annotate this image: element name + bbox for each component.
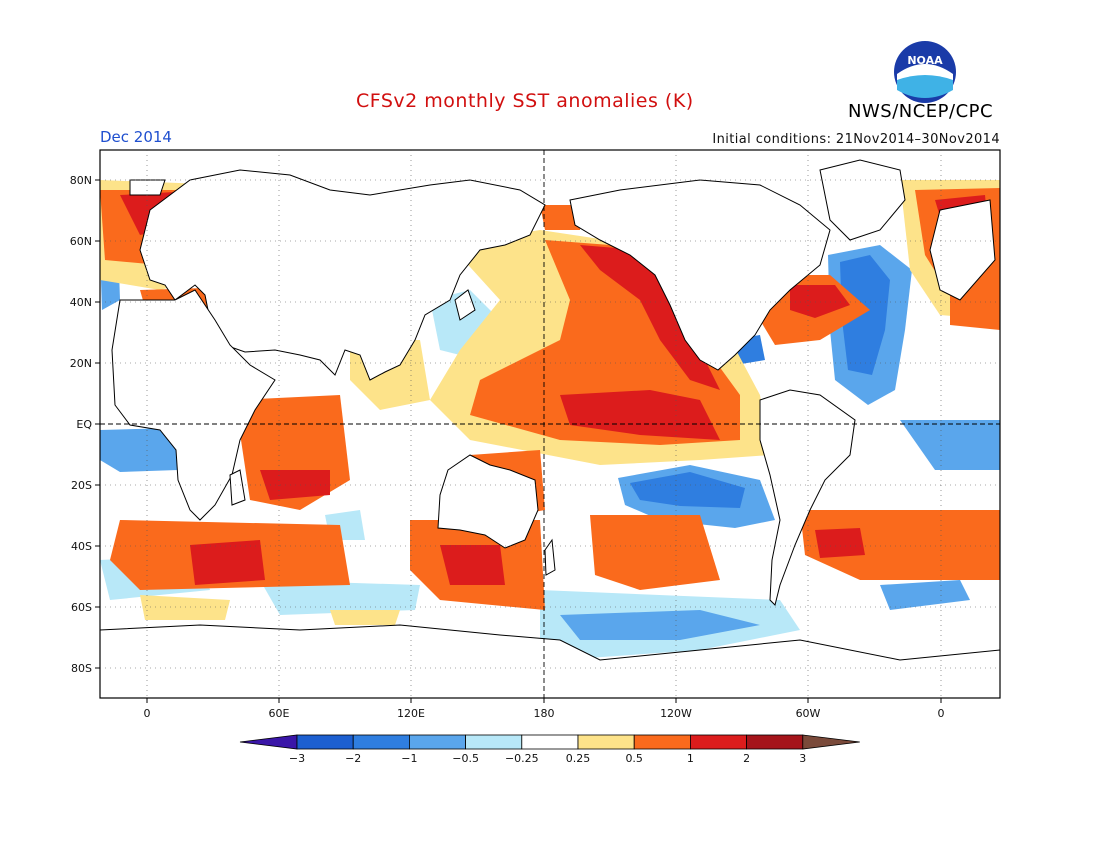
forecast-month: Dec 2014 [100, 128, 172, 146]
lon-label: 120E [397, 707, 425, 720]
lat-label: EQ [76, 418, 92, 431]
lat-label: 40S [71, 540, 92, 553]
lon-labels: 0 60E 120E 180 120W 60W 0 [144, 707, 945, 720]
colorbar-swatch [633, 734, 691, 750]
lon-label: 180 [534, 707, 555, 720]
colorbar: −3 −2 −1 −0.5 −0.25 0.25 0.5 1 2 3 [239, 734, 860, 765]
lat-label: 60N [70, 235, 92, 248]
lat-label: 20N [70, 357, 92, 370]
map-title: CFSv2 monthly SST anomalies (K) [356, 90, 694, 112]
lat-grid [100, 179, 1000, 669]
lat-labels: 80N 60N 40N 20N EQ 20S 40S 60S 80S [70, 174, 93, 675]
colorbar-swatch [577, 734, 635, 750]
colorbar-under-triangle [239, 734, 298, 750]
colorbar-level-label: −0.25 [505, 752, 539, 765]
colorbar-swatch [296, 734, 354, 750]
colorbar-level-label: −1 [401, 752, 417, 765]
tick-marks [95, 179, 942, 703]
lat-label: 40N [70, 296, 92, 309]
colorbar-level-label: 3 [799, 752, 806, 765]
colorbar-swatch [521, 734, 579, 750]
colorbar-level-label: 1 [687, 752, 694, 765]
noaa-logo-icon: NOAA [894, 41, 956, 103]
lon-label: 0 [144, 707, 151, 720]
lat-label: 80S [71, 662, 92, 675]
colorbar-level-label: 2 [743, 752, 750, 765]
colorbar-level-label: −2 [345, 752, 361, 765]
lat-label: 20S [71, 479, 92, 492]
colorbar-level-label: 0.25 [566, 752, 591, 765]
colorbar-level-label: −3 [289, 752, 305, 765]
logo-text: NOAA [907, 54, 943, 67]
lat-label: 60S [71, 601, 92, 614]
agency-label: NWS/NCEP/CPC [848, 101, 994, 122]
colorbar-swatch [690, 734, 748, 750]
colorbar-level-label: 0.5 [625, 752, 643, 765]
lon-label: 120W [660, 707, 692, 720]
colorbar-swatch [352, 734, 410, 750]
colorbar-swatch [465, 734, 523, 750]
initial-conditions: Initial conditions: 21Nov2014–30Nov2014 [712, 132, 1000, 147]
colorbar-level-label: −0.5 [452, 752, 479, 765]
colorbar-swatch [746, 734, 804, 750]
colorbar-swatch [408, 734, 466, 750]
lon-label: 60W [796, 707, 821, 720]
colorbar-over-triangle [802, 734, 860, 750]
lon-label: 0 [938, 707, 945, 720]
lat-label: 80N [70, 174, 92, 187]
lon-label: 60E [269, 707, 290, 720]
land-masses [100, 159, 1000, 698]
